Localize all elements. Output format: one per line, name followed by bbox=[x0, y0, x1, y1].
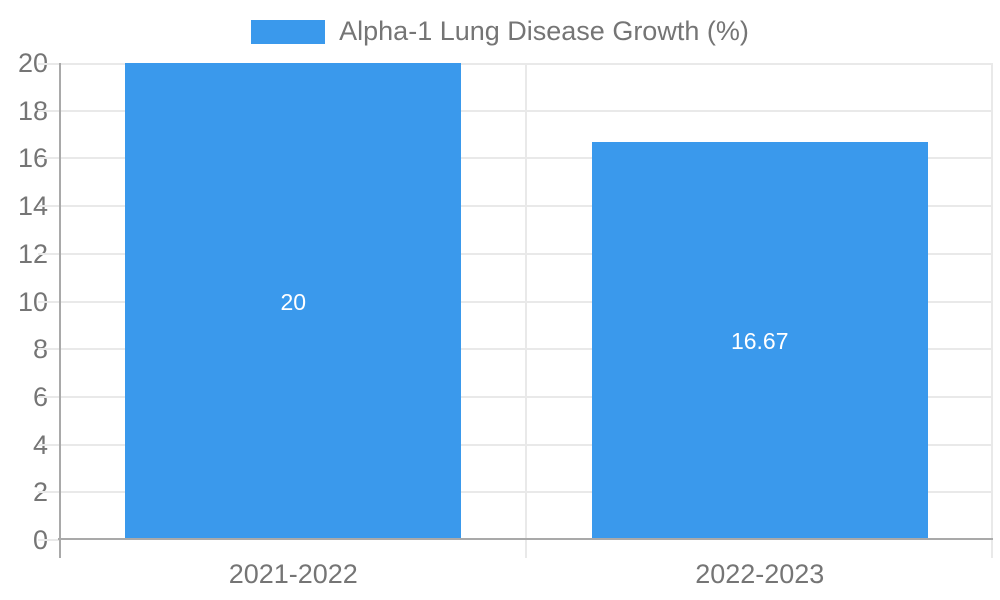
legend-item[interactable]: Alpha-1 Lung Disease Growth (%) bbox=[0, 16, 1000, 47]
x-axis: 2021-2022 2022-2023 bbox=[60, 558, 993, 590]
bar-2021-2022[interactable] bbox=[125, 63, 462, 540]
bar-2022-2023[interactable] bbox=[591, 142, 928, 540]
gridline-horizontal bbox=[60, 395, 993, 398]
gridline-vertical bbox=[991, 63, 993, 558]
gridline-horizontal bbox=[60, 109, 993, 112]
x-axis-line bbox=[58, 538, 993, 540]
y-axis-tick bbox=[38, 539, 60, 541]
gridline-horizontal bbox=[60, 63, 993, 65]
y-axis-tick bbox=[38, 443, 60, 446]
gridline-horizontal bbox=[60, 157, 993, 160]
y-axis-tick bbox=[38, 109, 60, 112]
gridline-horizontal bbox=[60, 300, 993, 303]
y-axis-tick bbox=[38, 395, 60, 398]
y-axis-tick bbox=[38, 348, 60, 351]
gridline-horizontal bbox=[60, 348, 993, 351]
y-axis-tick bbox=[38, 491, 60, 494]
legend-color-swatch bbox=[251, 19, 326, 44]
x-tick-label: 2021-2022 bbox=[228, 559, 358, 589]
y-axis-tick bbox=[38, 157, 60, 160]
gridline-horizontal bbox=[60, 443, 993, 446]
plot-area: 20 16.67 bbox=[38, 63, 993, 558]
gridline-horizontal bbox=[60, 205, 993, 208]
y-axis-tick bbox=[38, 205, 60, 208]
x-tick-label: 2022-2023 bbox=[695, 559, 825, 589]
y-axis-tick bbox=[38, 63, 60, 65]
gridline-horizontal bbox=[60, 491, 993, 494]
y-axis-tick bbox=[38, 252, 60, 255]
y-axis-tick bbox=[38, 300, 60, 303]
legend-label: Alpha-1 Lung Disease Growth (%) bbox=[339, 16, 749, 46]
gridline-vertical bbox=[524, 63, 527, 558]
y-axis-line bbox=[59, 63, 61, 558]
gridline-horizontal bbox=[60, 252, 993, 255]
